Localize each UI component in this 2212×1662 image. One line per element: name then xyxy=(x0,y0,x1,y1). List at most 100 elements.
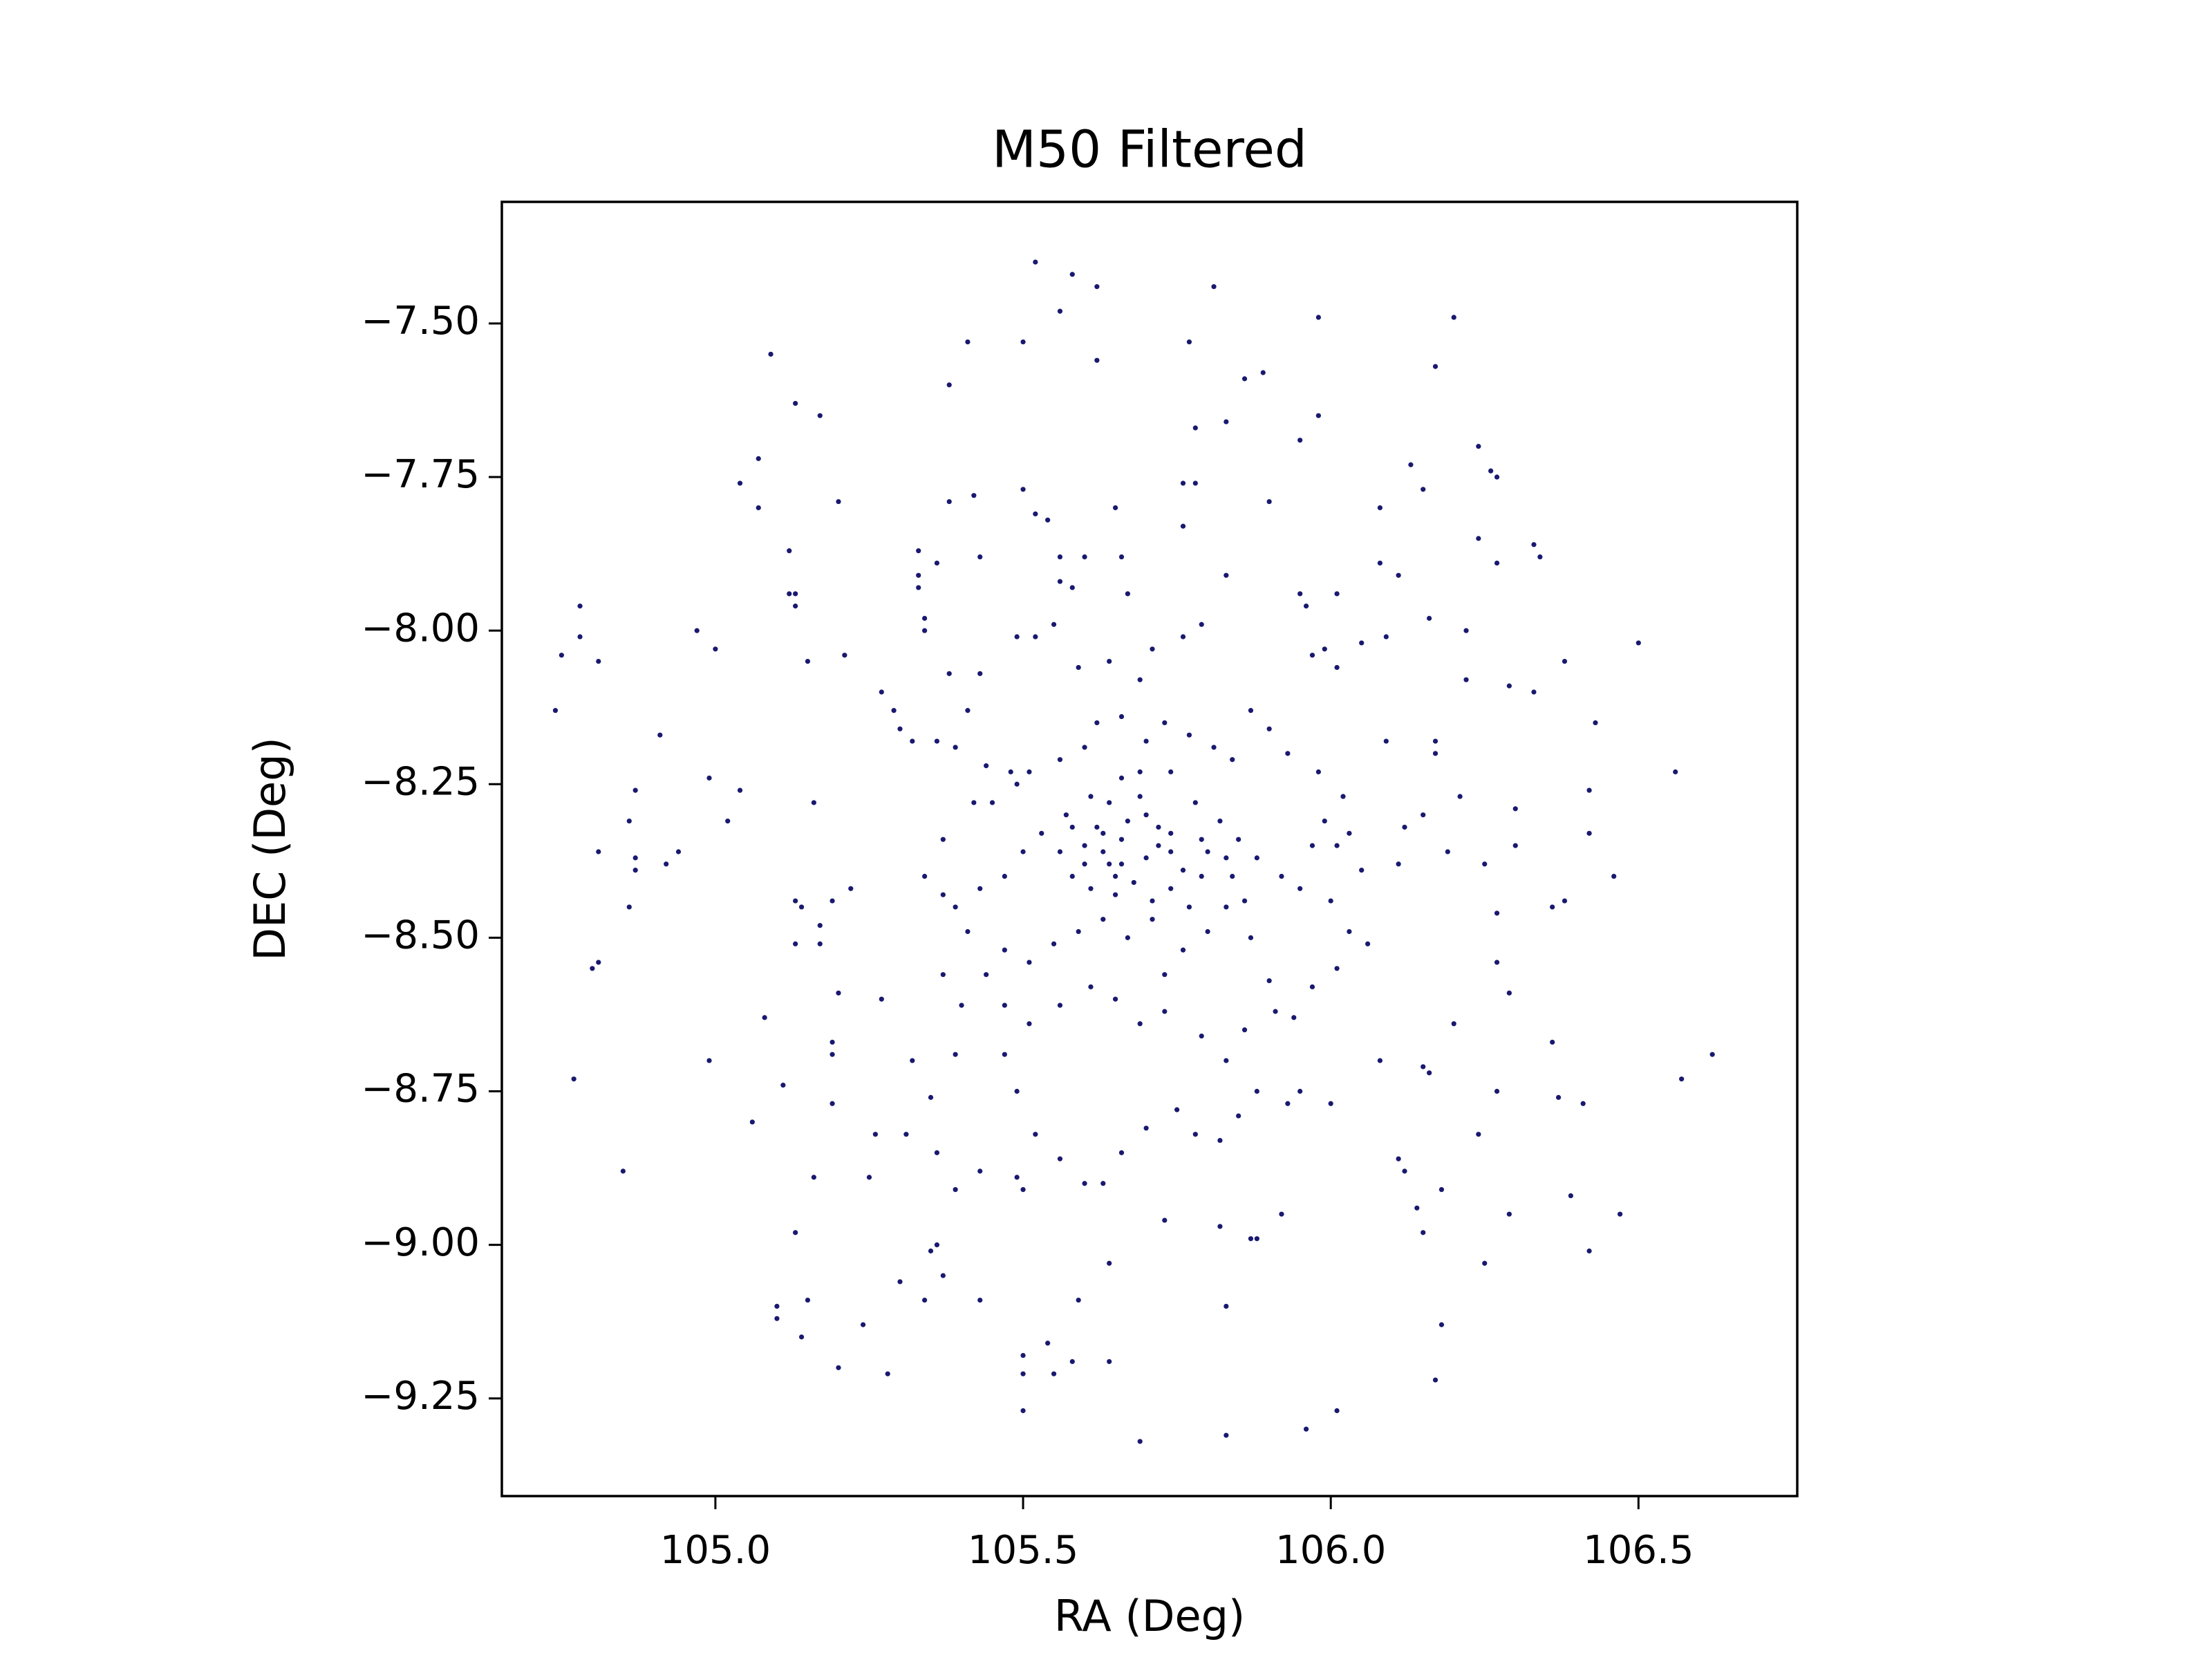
star-point xyxy=(1118,554,1125,560)
star-point xyxy=(1377,505,1383,511)
star-point xyxy=(1241,898,1248,904)
star-point xyxy=(1248,935,1254,940)
star-point xyxy=(1438,1187,1445,1193)
star-point xyxy=(1254,855,1259,861)
star-point xyxy=(1112,996,1118,1002)
star-point xyxy=(1118,861,1125,867)
star-point xyxy=(928,1248,934,1254)
star-point xyxy=(1463,677,1469,682)
star-point xyxy=(1162,1217,1168,1223)
y-tick-label: −8.00 xyxy=(361,606,480,651)
star-point xyxy=(1297,591,1303,597)
star-point xyxy=(1347,830,1352,836)
star-point xyxy=(984,972,989,978)
star-point xyxy=(1150,646,1155,652)
star-point xyxy=(793,941,798,946)
star-point xyxy=(1334,966,1340,971)
star-point xyxy=(1224,855,1229,861)
star-point xyxy=(793,400,798,407)
star-point xyxy=(1014,1088,1020,1094)
star-point xyxy=(1107,1358,1112,1365)
star-point xyxy=(860,1322,866,1327)
star-point xyxy=(1334,664,1340,671)
star-point xyxy=(675,849,682,855)
star-point xyxy=(817,923,823,928)
star-point xyxy=(1100,830,1106,836)
star-point xyxy=(1057,757,1063,763)
star-point xyxy=(1402,1168,1407,1174)
star-point xyxy=(1069,824,1075,830)
star-point xyxy=(1112,892,1118,897)
star-point xyxy=(1100,917,1106,922)
star-point xyxy=(1217,818,1223,824)
star-point xyxy=(1488,468,1494,474)
star-point xyxy=(1027,960,1032,965)
star-point xyxy=(577,604,583,609)
star-point xyxy=(1611,873,1617,879)
star-point xyxy=(1082,554,1087,560)
star-point xyxy=(1125,935,1130,940)
star-point xyxy=(596,849,601,855)
star-point xyxy=(1396,1156,1401,1161)
star-point xyxy=(1192,800,1198,805)
star-point xyxy=(1457,794,1463,799)
star-point xyxy=(1224,1303,1229,1309)
star-point xyxy=(1421,487,1426,492)
star-point xyxy=(1679,1076,1685,1082)
star-point xyxy=(866,1175,872,1180)
star-point xyxy=(842,653,847,658)
star-point xyxy=(1162,1009,1168,1014)
star-point xyxy=(1020,1187,1026,1193)
star-point xyxy=(1224,904,1229,910)
star-point xyxy=(910,738,915,744)
star-point xyxy=(1057,1156,1063,1161)
star-point xyxy=(1057,579,1063,584)
star-point xyxy=(891,708,897,713)
star-point xyxy=(922,1297,928,1303)
star-point xyxy=(1112,873,1118,879)
star-point xyxy=(1057,1002,1063,1008)
y-tick-label: −8.25 xyxy=(361,759,480,804)
star-point xyxy=(798,1334,805,1340)
star-point xyxy=(1236,1113,1241,1119)
star-point xyxy=(1494,911,1500,916)
star-point xyxy=(737,480,743,486)
y-tick-label: −9.00 xyxy=(361,1220,480,1265)
star-point xyxy=(1421,812,1426,818)
star-point xyxy=(1020,849,1026,855)
star-point xyxy=(1192,1132,1198,1137)
star-point xyxy=(1297,438,1303,443)
star-point xyxy=(1002,947,1007,953)
star-point xyxy=(1315,315,1321,320)
star-point xyxy=(1550,1039,1555,1045)
star-point xyxy=(706,1058,712,1063)
star-point xyxy=(940,892,946,897)
star-point xyxy=(1125,591,1130,597)
star-point xyxy=(977,1168,983,1174)
star-point xyxy=(1593,720,1598,726)
star-point xyxy=(1205,928,1210,935)
star-point xyxy=(1211,745,1217,750)
star-point xyxy=(1224,1432,1229,1438)
star-point xyxy=(737,787,743,793)
star-point xyxy=(749,1119,755,1125)
star-point xyxy=(1322,818,1327,824)
star-point xyxy=(1414,1205,1420,1211)
star-point xyxy=(1303,1426,1309,1432)
star-point xyxy=(1107,1260,1112,1266)
star-point xyxy=(1137,794,1143,799)
star-point xyxy=(1427,1070,1432,1076)
star-point xyxy=(836,1365,841,1370)
star-point xyxy=(940,1273,946,1278)
star-point xyxy=(1039,830,1044,836)
star-point xyxy=(756,456,761,461)
star-point xyxy=(1180,947,1186,953)
star-point xyxy=(571,1076,577,1082)
star-point xyxy=(1082,745,1087,750)
star-point xyxy=(1069,272,1075,277)
star-point xyxy=(1094,357,1100,363)
star-point xyxy=(830,1052,835,1057)
star-point xyxy=(928,1094,934,1100)
star-point xyxy=(1199,873,1204,879)
star-point xyxy=(626,818,632,824)
